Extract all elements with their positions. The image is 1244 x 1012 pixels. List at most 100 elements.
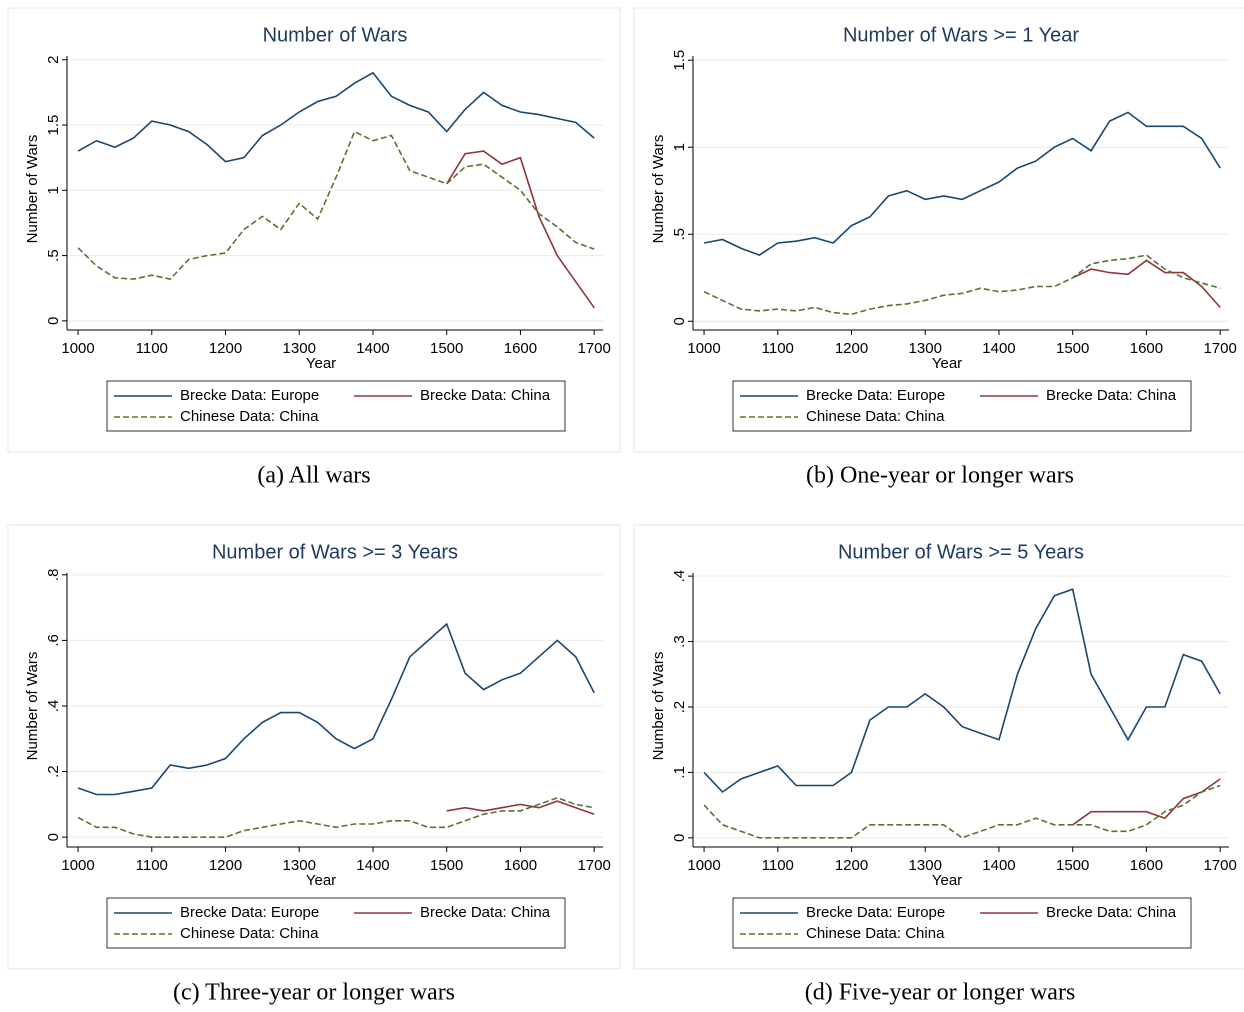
y-tick-label: .4 <box>45 700 62 713</box>
caption: (b) One-year or longer wars <box>806 463 1074 489</box>
y-tick-label: 0 <box>671 834 688 842</box>
x-tick-label: 1400 <box>982 857 1015 874</box>
legend-box <box>732 380 1192 432</box>
x-tick-label: 1100 <box>136 857 168 874</box>
x-tick-label: 1600 <box>504 857 537 874</box>
legend-box <box>106 897 566 949</box>
x-tick-label: 1600 <box>1130 857 1163 874</box>
chart-title: Number of Wars >= 1 Year <box>843 24 1079 46</box>
legend-label: Chinese Data: China <box>806 925 945 942</box>
x-tick-label: 1700 <box>1203 340 1236 357</box>
series-line <box>703 254 1221 316</box>
x-tick-label: 1400 <box>982 340 1015 357</box>
x-tick-label: 1300 <box>283 340 316 357</box>
legend-label: Brecke Data: Europe <box>806 904 945 921</box>
x-tick-label: 1500 <box>1056 340 1089 357</box>
x-tick-label: 1300 <box>283 857 316 874</box>
x-tick-label: 1600 <box>1130 340 1163 357</box>
series-line <box>77 130 595 280</box>
legend-label: Chinese Data: China <box>806 408 945 425</box>
x-tick-label: 1000 <box>687 340 720 357</box>
x-tick-label: 1700 <box>1203 857 1236 874</box>
x-tick-label: 1100 <box>762 340 794 357</box>
chart-title: Number of Wars <box>263 24 408 46</box>
y-tick-label: .2 <box>671 701 688 714</box>
series-line <box>703 784 1221 839</box>
x-tick-label: 1300 <box>909 340 942 357</box>
y-tick-label: 0 <box>45 833 62 841</box>
y-tick-label: .4 <box>671 570 688 583</box>
x-tick-label: 1500 <box>430 340 463 357</box>
y-tick-label: 1 <box>671 143 688 151</box>
legend-label: Brecke Data: Europe <box>180 904 319 921</box>
legend-label: Chinese Data: China <box>180 925 319 942</box>
y-tick-label: .8 <box>45 569 62 582</box>
y-axis-label: Number of Wars <box>24 652 41 761</box>
x-axis-label: Year <box>306 355 336 372</box>
panel: Number of Wars >= 5 Years 0 .1 .2 .3 .4 1000 11… <box>633 524 1244 1006</box>
series-line <box>703 111 1221 256</box>
x-tick-label: 1000 <box>61 857 94 874</box>
legend-box <box>732 897 1192 949</box>
panel-frame <box>633 7 1244 453</box>
x-tick-label: 1500 <box>430 857 463 874</box>
legend-label: Brecke Data: Europe <box>180 387 319 404</box>
y-axis-label: Number of Wars <box>650 135 667 244</box>
series-line <box>77 71 595 163</box>
caption: (d) Five-year or longer wars <box>805 980 1076 1006</box>
caption: (a) All wars <box>257 463 370 489</box>
legend-label: Brecke Data: China <box>420 904 551 921</box>
y-tick-label: .1 <box>671 766 688 779</box>
series-line <box>446 800 595 815</box>
y-axis-label: Number of Wars <box>24 135 41 244</box>
legend-label: Brecke Data: China <box>1046 904 1177 921</box>
y-tick-label: .5 <box>671 228 688 241</box>
y-axis-label: Number of Wars <box>650 652 667 761</box>
series-line <box>703 588 1221 794</box>
x-tick-label: 1200 <box>835 857 868 874</box>
x-tick-label: 1400 <box>356 857 389 874</box>
x-tick-label: 1700 <box>577 857 610 874</box>
series-line <box>446 150 595 309</box>
x-tick-label: 1700 <box>577 340 610 357</box>
x-tick-label: 1300 <box>909 857 942 874</box>
legend-label: Brecke Data: China <box>420 387 551 404</box>
x-tick-label: 1200 <box>209 340 242 357</box>
x-tick-label: 1200 <box>209 857 242 874</box>
y-tick-label: 1.5 <box>671 50 688 71</box>
y-tick-label: .3 <box>671 635 688 648</box>
y-tick-label: .2 <box>45 765 62 778</box>
x-tick-label: 1500 <box>1056 857 1089 874</box>
legend-label: Chinese Data: China <box>180 408 319 425</box>
chart-title: Number of Wars >= 3 Years <box>212 541 458 563</box>
x-axis-label: Year <box>932 355 962 372</box>
y-tick-label: .5 <box>45 249 62 262</box>
x-tick-label: 1400 <box>356 340 389 357</box>
chart-title: Number of Wars >= 5 Years <box>838 541 1084 563</box>
x-tick-label: 1600 <box>504 340 537 357</box>
panel-frame <box>7 7 621 453</box>
y-tick-label: 1 <box>45 186 62 194</box>
x-tick-label: 1000 <box>687 857 720 874</box>
x-tick-label: 1200 <box>835 340 868 357</box>
y-tick-label: .6 <box>45 634 62 647</box>
panel-frame <box>7 524 621 970</box>
x-tick-label: 1100 <box>136 340 168 357</box>
y-tick-label: 0 <box>671 317 688 325</box>
panel-frame <box>633 524 1244 970</box>
series-line <box>1072 778 1221 826</box>
y-tick-label: 2 <box>45 56 62 64</box>
panel: Number of Wars >= 1 Year 0 .5 1 1.5 1000 1100 1… <box>633 7 1244 489</box>
x-axis-label: Year <box>932 872 962 889</box>
legend-box <box>106 380 566 432</box>
x-axis-label: Year <box>306 872 336 889</box>
series-line <box>77 622 595 796</box>
x-tick-label: 1100 <box>762 857 794 874</box>
panel: Number of Wars >= 3 Years 0 .2 .4 .6 .8 1000 11… <box>7 524 621 1006</box>
series-line <box>77 796 595 838</box>
x-tick-label: 1000 <box>61 340 94 357</box>
legend-label: Brecke Data: Europe <box>806 387 945 404</box>
legend-label: Brecke Data: China <box>1046 387 1177 404</box>
